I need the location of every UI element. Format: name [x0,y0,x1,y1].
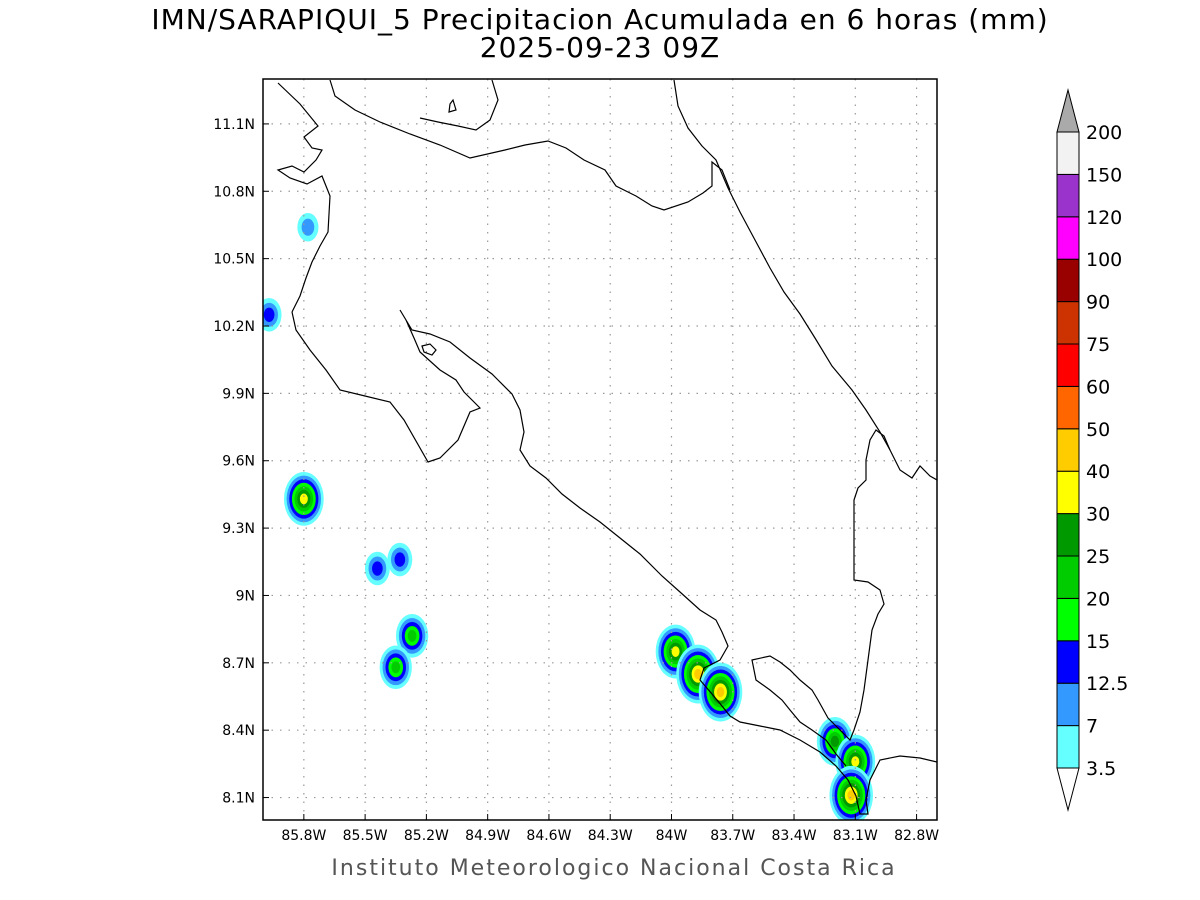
precip-contour [372,561,383,576]
colorbar-label: 15 [1086,631,1110,653]
lat-tick-label: 8.4N [222,723,255,739]
precip-contour [301,218,315,236]
nicaragua-coast-north [329,79,731,211]
precip-contour [716,686,725,698]
colorbar-label: 150 [1086,164,1122,186]
nicoya-island [421,343,437,356]
precip-contour [847,790,856,801]
colorbar-label: 60 [1086,376,1110,398]
colorbar-label: 120 [1086,207,1122,229]
lat-tick-label: 10.5N [213,252,255,268]
colorbar-swatch [1056,597,1080,642]
colorbar-swatch [1056,725,1080,769]
precip-cell [395,614,429,658]
lat-lon-grid [263,79,937,820]
colorbar-label: 200 [1086,122,1122,144]
colorbar-swatch [1056,258,1080,303]
lat-tick-label: 9.9N [222,386,255,402]
precip-cell [364,551,390,586]
colorbar-swatch [1056,173,1080,218]
colorbar-swatch [1056,428,1080,472]
precip-cell [698,662,743,722]
precip-cell [829,765,873,820]
lon-tick-label: 83.7W [710,828,755,844]
caribbean-coast [673,79,891,451]
precip-contour [263,307,275,322]
colorbar-legend: 3.5 7 12.5 15 20 25 30 40 50 60 75 90 100 120 150 200 [1056,88,1128,812]
lon-tick-label: 85.8W [281,828,326,844]
axis-tick-labels: 85.8W 85.5W 85.2W 84.9W 84.6W 84.3W 84W 83.7W 83… [213,117,939,844]
colorbar-swatch [1056,470,1080,515]
colorbar-under-arrow [1056,767,1080,812]
colorbar-swatch [1056,216,1080,260]
precip-cell [283,471,324,526]
lat-tick-label: 9.6N [222,454,255,470]
lat-tick-label: 10.8N [213,184,255,200]
colorbar-label: 20 [1086,588,1110,610]
colorbar-swatch [1056,343,1080,387]
pacific-coast [291,309,937,815]
lat-tick-label: 9.3N [222,521,255,537]
colorbar-swatch [1056,555,1080,599]
precip-contour [830,735,840,748]
precip-contour [394,552,406,567]
lat-tick-label: 11.1N [213,117,255,133]
coastline-borders [276,79,937,815]
precip-cell [297,212,319,242]
lon-tick-label: 83.1W [833,828,878,844]
lon-tick-label: 84W [656,828,688,844]
precip-cell [387,542,413,577]
colorbar-label: 30 [1086,504,1110,526]
footer-credit: Instituto Meteorologico Nacional Costa R… [331,856,897,881]
colorbar-label: 7 [1086,716,1098,738]
nicaragua-lake-shore [419,79,499,131]
precip-contour [671,646,680,657]
lon-tick-label: 82.8W [894,828,939,844]
colorbar-label: 100 [1086,249,1122,271]
precip-contour [694,668,702,680]
precip-cell [379,645,412,690]
precip-cell [263,297,282,332]
precip-contour [407,629,417,642]
colorbar-label: 90 [1086,292,1110,314]
lon-tick-label: 84.6W [526,828,571,844]
lat-tick-label: 9N [236,588,255,604]
lat-tick-label: 8.7N [222,656,255,672]
lon-tick-label: 83.4W [772,828,817,844]
east-coast-panama [889,449,937,481]
nicaragua-border [276,82,331,313]
lon-tick-label: 85.5W [343,828,388,844]
lat-tick-label: 8.1N [222,791,255,807]
colorbar-over-arrow [1056,88,1080,133]
precip-contour [299,493,308,505]
map-frame [262,78,938,821]
colorbar-swatch [1056,682,1080,727]
colorbar-swatch [1056,385,1080,430]
colorbar-label: 3.5 [1086,758,1116,780]
colorbar-label: 25 [1086,546,1110,568]
small-island [448,98,457,113]
colorbar-label: 40 [1086,461,1110,483]
panama-border [751,429,891,767]
precip-contour [391,661,401,674]
colorbar-label: 75 [1086,334,1110,356]
colorbar-label: 50 [1086,419,1110,441]
lon-tick-label: 85.2W [404,828,449,844]
colorbar-swatch [1056,131,1080,175]
colorbar-label: 12.5 [1086,673,1128,695]
precip-contour [851,756,860,768]
precipitation-layer [263,212,876,820]
map-title: IMN/SARAPIQUI_5 Precipitacion Acumulada … [151,3,1049,36]
lon-tick-label: 84.9W [465,828,510,844]
map-valid-time: 2025-09-23 09Z [479,31,721,64]
colorbar-swatch [1056,301,1080,345]
colorbar-swatch [1056,640,1080,684]
lon-tick-label: 84.3W [588,828,633,844]
lat-tick-label: 10.2N [213,319,255,335]
colorbar-swatch [1056,513,1080,557]
